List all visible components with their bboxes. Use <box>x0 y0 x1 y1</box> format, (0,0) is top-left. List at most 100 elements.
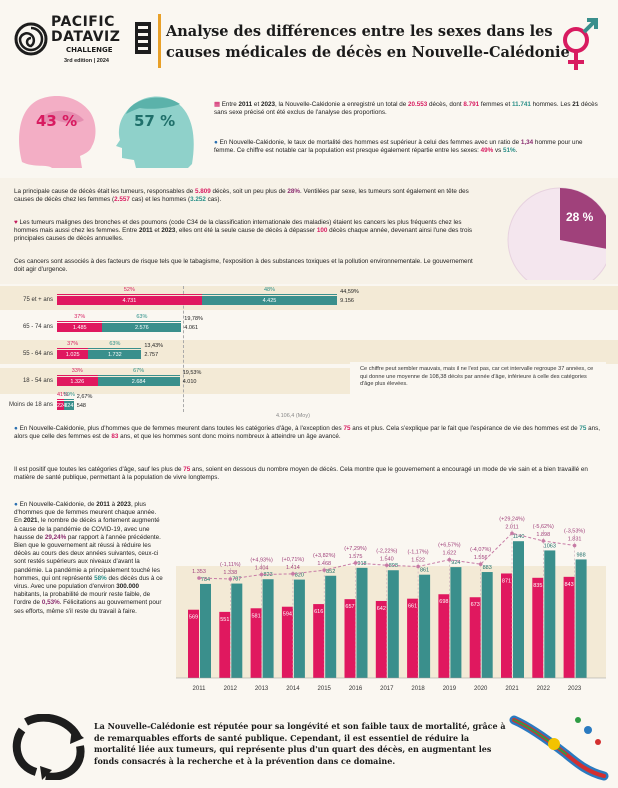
female-value: 616 <box>314 609 323 615</box>
year: 2011 <box>138 227 153 235</box>
bar-male <box>481 572 493 678</box>
text: cas) et les hommes ( <box>129 196 191 204</box>
pie-label: 28 % <box>566 210 594 224</box>
age-note: Ce chiffre peut sembler mauvais, mais il… <box>360 366 594 387</box>
change-label: (-5,62%) <box>533 524 554 530</box>
age: 75 <box>343 425 351 432</box>
total-point <box>322 568 326 572</box>
text: , le nombre de décès a fortement augment… <box>14 517 160 541</box>
male-pct-label: 67% <box>133 368 145 374</box>
text: En Nouvelle-Calédonie, de <box>19 501 97 508</box>
bar-male <box>200 583 211 678</box>
bar-male <box>513 541 524 678</box>
share-label: 13,43% <box>144 343 164 349</box>
bar-female <box>344 599 356 678</box>
year: 2011 <box>96 501 110 508</box>
change-label: (+29,24%) <box>499 516 525 522</box>
total-point <box>478 562 483 566</box>
tumour-paragraph-2: ♥ Les tumeurs malignes des bronches et d… <box>14 219 482 244</box>
total-label: 4.061 <box>184 324 199 331</box>
text: , la Nouvelle-Calédonie a enregistré un … <box>274 101 408 108</box>
female-value: 224 <box>57 402 67 409</box>
bar-female-line <box>57 375 98 376</box>
total-point <box>541 539 546 543</box>
year-tick-label: 2018 <box>411 686 425 692</box>
logo-edition: 3rd edition | 2024 <box>64 58 109 64</box>
male-value: 787 <box>232 577 241 583</box>
tumour-paragraph-3: Ces cancers sont associés à des facteurs… <box>14 258 482 274</box>
page-title-line2: causes médicales de décès en Nouvelle-Ca… <box>166 44 570 61</box>
mean-label: 4.106,4 (Moy) <box>276 413 310 419</box>
logo: PACIFIC DATAVIZ CHALLENGE 3rd edition | … <box>14 14 159 70</box>
covid-paragraph: ● En Nouvelle-Calédonie, de 2011 à 2023,… <box>14 501 164 616</box>
year-tick-label: 2013 <box>255 686 269 692</box>
text: , elles ont été la seule cause de décès … <box>175 227 317 235</box>
bar-male <box>201 296 338 305</box>
female-value: 581 <box>252 613 261 619</box>
total-label: 9.156 <box>340 297 354 304</box>
year-tick-label: 2019 <box>443 686 457 692</box>
tumour-male: 3.252 <box>190 196 206 204</box>
text: ans, alors que celle des femmes est de <box>14 425 601 441</box>
total-point <box>572 543 577 548</box>
male-pct-label: 59% <box>63 392 75 398</box>
bar-female <box>563 576 575 678</box>
year-tick-label: 2014 <box>286 686 300 692</box>
text: . Ventilées par sexe, les tumeurs sont é… <box>14 188 469 204</box>
year-tick-label: 2021 <box>505 686 519 692</box>
male-pop-share: 51% <box>503 147 516 155</box>
bar-male-line <box>63 399 74 400</box>
female-value: 661 <box>408 604 417 610</box>
tumour-female: 2.557 <box>114 196 130 204</box>
bar-female <box>407 598 419 678</box>
male-value: 918 <box>357 561 366 567</box>
female-life-expectancy: 83 <box>111 433 119 441</box>
bar-female <box>313 604 325 678</box>
male-value: 820 <box>295 573 304 579</box>
yearly-deaths-chart: 56978420111.35355178720121.338(-1,11%)58… <box>176 516 606 692</box>
text: Il est positif que toutes les catégories… <box>14 466 184 473</box>
female-value: 569 <box>189 615 198 621</box>
total-point <box>385 563 389 568</box>
change-label: (+7,29%) <box>344 546 367 552</box>
male-value: 784 <box>201 577 210 583</box>
year-tick-label: 2022 <box>537 686 551 692</box>
gender-heads-illustration <box>19 96 194 168</box>
male-life-expectancy: 75 <box>579 425 587 432</box>
male-head-icon <box>116 96 194 168</box>
covid-male-share: 58% <box>94 574 107 582</box>
age-category-label: 65 - 74 ans <box>22 324 53 330</box>
female-value: 551 <box>220 617 229 623</box>
total-label: 548 <box>76 402 86 409</box>
male-value: 861 <box>420 568 429 574</box>
total-point <box>228 577 233 581</box>
change-label: (+4,93%) <box>250 558 273 564</box>
bar-male <box>63 401 74 410</box>
bar-female <box>219 611 231 678</box>
female-pop-share: 49% <box>480 147 494 155</box>
globe-icon: ● <box>14 425 18 432</box>
text: Entre <box>221 101 239 108</box>
female-pct-label: 41% <box>57 392 69 398</box>
female-value: 1.485 <box>72 324 87 331</box>
change-label: (-1,17%) <box>408 550 429 556</box>
male-value: 924 <box>451 560 460 566</box>
total-point <box>353 561 358 565</box>
male-pct-label: 48% <box>263 287 275 293</box>
female-value: 594 <box>283 612 292 618</box>
recycle-logo-icon <box>12 714 85 780</box>
female-value: 4.731 <box>122 297 137 304</box>
male-value: 4.425 <box>262 297 277 304</box>
bar-male-line <box>88 348 142 349</box>
bar-female <box>188 609 199 678</box>
threshold: 100 <box>316 227 328 235</box>
female-deaths: 8.791 <box>463 101 480 108</box>
year: 2023 <box>116 501 131 508</box>
bar-male-line <box>102 321 182 322</box>
change-label: (-2,22%) <box>376 548 397 554</box>
bar-female-line <box>57 348 89 349</box>
bar-female-line <box>57 399 64 400</box>
male-pct-label: 63% <box>109 341 121 347</box>
male-deaths: 11.741 <box>512 101 531 108</box>
bar-female <box>57 323 103 332</box>
